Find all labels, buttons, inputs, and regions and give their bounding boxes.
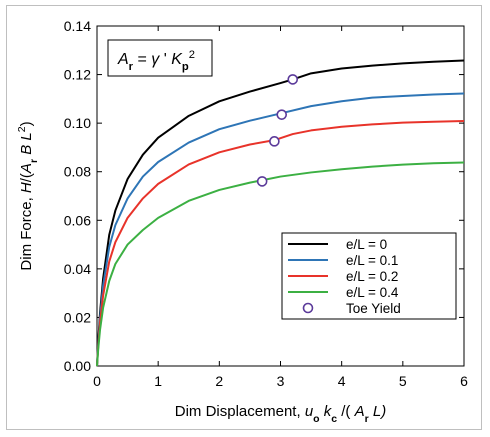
x-tick-label: 5 xyxy=(399,373,407,389)
x-tick-label: 1 xyxy=(154,373,162,389)
y-tick-label: 0.14 xyxy=(64,18,91,34)
annotation-formula: Ar = γ ' Kp2 xyxy=(117,49,195,73)
x-tick-label: 0 xyxy=(93,373,101,389)
legend-label: e/L = 0 xyxy=(346,237,387,252)
toe-yield-marker xyxy=(287,74,299,85)
series-line xyxy=(96,59,465,367)
legend-label: e/L = 0.1 xyxy=(346,253,398,268)
legend-label: e/L = 0.2 xyxy=(346,269,398,284)
x-tick-label: 6 xyxy=(460,373,468,389)
y-tick-label: 0.02 xyxy=(64,309,91,325)
series-line xyxy=(96,119,465,367)
annotation-box xyxy=(107,39,213,77)
y-tick-label: 0.12 xyxy=(64,67,91,83)
y-tick-label: 0.10 xyxy=(64,115,91,131)
x-tick-label: 3 xyxy=(277,373,285,389)
y-tick-label: 0.00 xyxy=(64,358,91,374)
annotation: Ar = γ ' Kp2 xyxy=(107,39,213,77)
legend-label: Toe Yield xyxy=(346,301,401,316)
legend-label: e/L = 0.4 xyxy=(346,285,399,300)
x-axis-label: Dim Displacement, uo kc /( Ar L) xyxy=(175,403,386,425)
y-tick-label: 0.06 xyxy=(64,212,91,228)
y-tick-label: 0.08 xyxy=(64,164,91,180)
chart-frame xyxy=(6,5,482,430)
x-tick-label: 4 xyxy=(338,373,346,389)
toe-yield-marker xyxy=(256,176,268,187)
y-axis-label: Dim Force, H/(Ar B L2) xyxy=(16,121,40,270)
toe-yield-marker xyxy=(269,136,280,147)
y-tick-label: 0.04 xyxy=(64,261,91,277)
x-tick-label: 2 xyxy=(215,373,223,389)
series-line xyxy=(96,161,465,367)
series-line xyxy=(96,92,465,367)
toe-yield-marker xyxy=(276,109,288,120)
legend-marker xyxy=(302,302,314,314)
